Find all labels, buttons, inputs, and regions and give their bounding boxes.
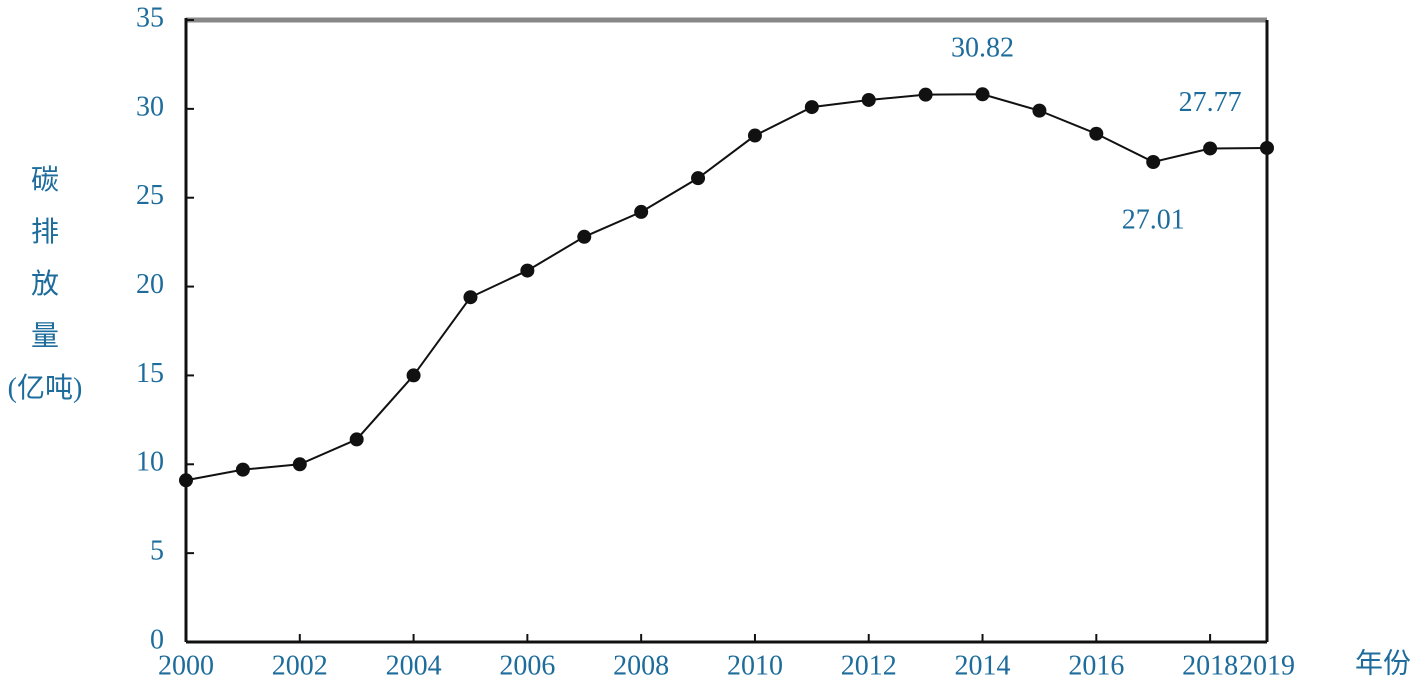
x-tick-label: 2018 (1182, 650, 1238, 681)
point (634, 204, 649, 219)
y-tick-label: 0 (150, 624, 164, 655)
y-tick-label: 20 (136, 269, 164, 300)
y-tick-label: 10 (136, 447, 164, 478)
point (1260, 140, 1274, 155)
y-tick-label: 35 (136, 2, 164, 33)
annotation: 30.82 (951, 33, 1014, 64)
line (185, 93, 1268, 482)
point (918, 87, 933, 102)
point (1146, 154, 1161, 169)
point (1203, 141, 1218, 156)
x-tick-label: 2016 (1068, 650, 1124, 681)
x-tick-label: 2008 (613, 650, 669, 681)
point (520, 263, 535, 278)
point (975, 87, 990, 102)
point (691, 171, 706, 186)
point (861, 92, 876, 107)
x-tick-label: 2004 (386, 650, 442, 681)
annotation: 27.77 (1179, 87, 1242, 118)
y-tick-label: 25 (136, 180, 164, 211)
point (179, 473, 193, 488)
point (292, 457, 307, 472)
point (235, 462, 250, 477)
x-tick-label: 2019 (1239, 650, 1295, 681)
x-axis-label: 年份 (1355, 647, 1411, 679)
x-tick-label: 2010 (727, 650, 783, 681)
y-tick-label: 30 (136, 91, 164, 122)
point (1089, 126, 1104, 141)
point (349, 432, 364, 447)
point (577, 229, 592, 244)
y-tick-label: 5 (150, 536, 164, 567)
x-tick-label: 2002 (272, 650, 328, 681)
y-axis-label: 碳排放量(亿吨) (8, 164, 83, 404)
x-tick-label: 2006 (499, 650, 555, 681)
x-tick-label: 2012 (841, 650, 897, 681)
annotation: 27.01 (1122, 204, 1185, 235)
point (1032, 103, 1047, 118)
x-tick-label: 2000 (158, 650, 214, 681)
point (406, 368, 421, 383)
y-tick-label: 15 (136, 358, 164, 389)
point (463, 290, 478, 305)
point (804, 100, 819, 115)
x-tick-label: 2014 (955, 650, 1011, 681)
point (747, 128, 762, 143)
